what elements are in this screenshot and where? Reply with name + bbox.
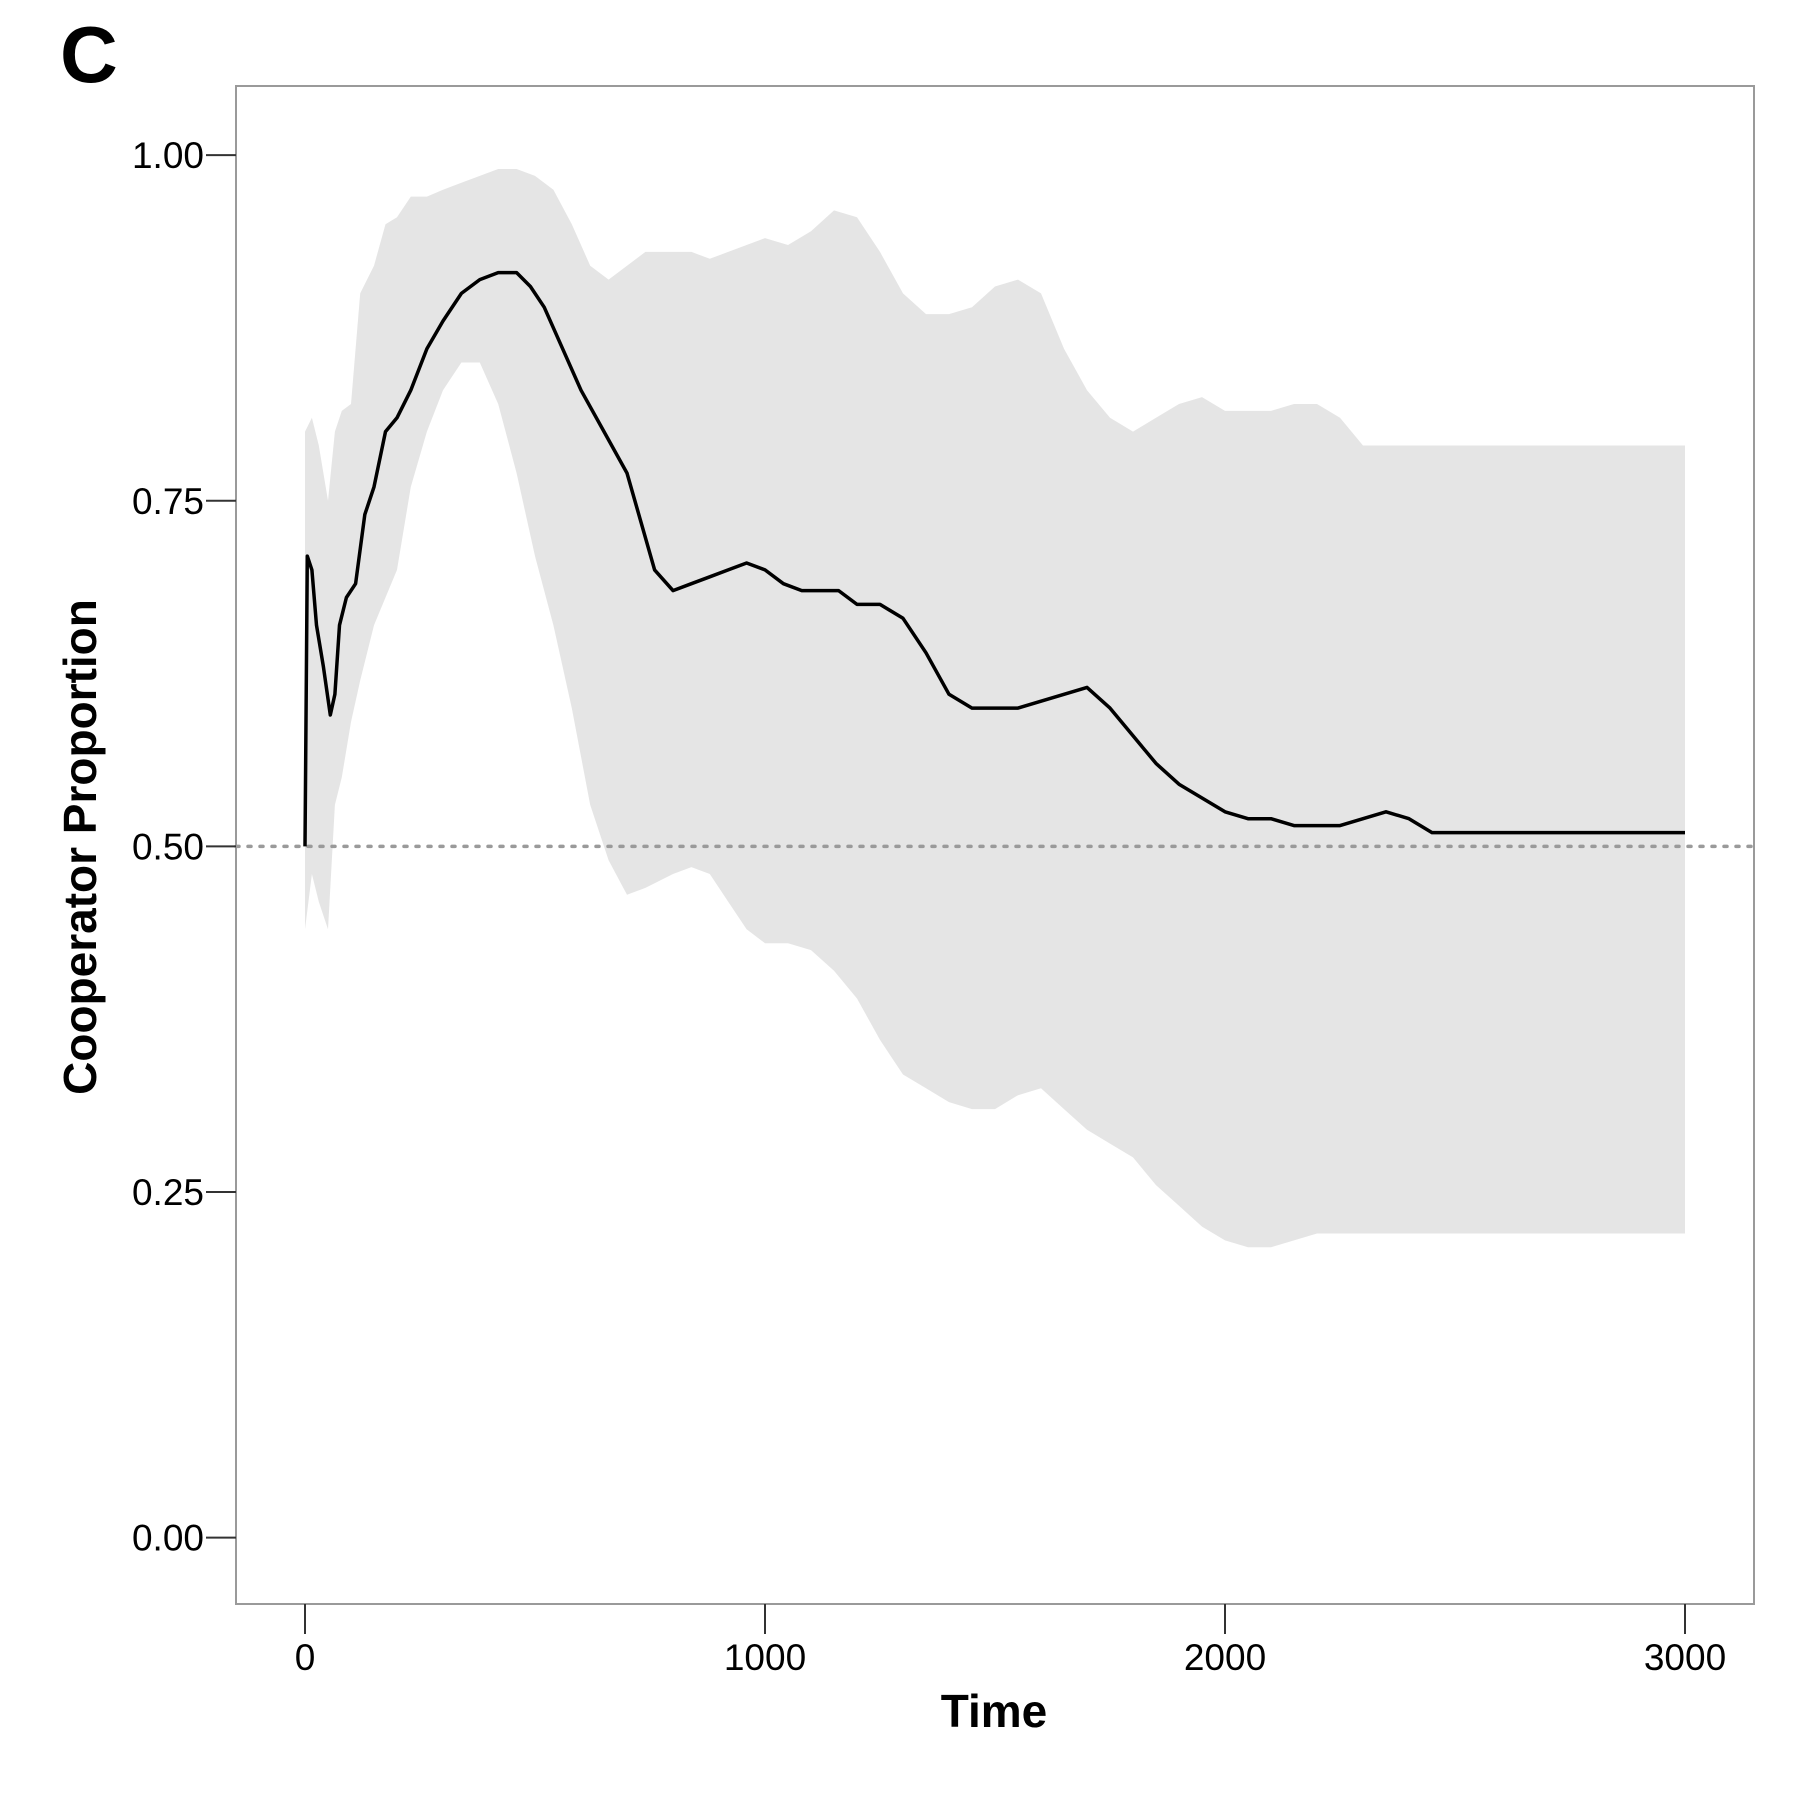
mean-line xyxy=(303,270,1685,847)
x-tick-label: 2000 xyxy=(1184,1637,1266,1678)
panel-letter: C xyxy=(60,10,118,99)
plot-area xyxy=(234,169,1756,1248)
y-tick-label: 1.00 xyxy=(132,135,204,176)
y-axis-title: Cooperator Proportion xyxy=(54,599,106,1095)
axes: 0.00 0.25 0.50 0.75 1.00 0 1000 2000 3000 xyxy=(132,85,1755,1678)
x-tick-label: 3000 xyxy=(1644,1637,1726,1678)
x-tick-label: 1000 xyxy=(724,1637,806,1678)
y-tick-label: 0.75 xyxy=(132,481,204,522)
y-tick-label: 0.25 xyxy=(132,1172,204,1213)
x-axis-title: Time xyxy=(941,1685,1048,1737)
plot-frame xyxy=(235,85,1755,1605)
y-tick-label: 0.00 xyxy=(132,1518,204,1559)
y-tick-label: 0.50 xyxy=(132,826,204,867)
x-tick-label: 0 xyxy=(295,1637,316,1678)
